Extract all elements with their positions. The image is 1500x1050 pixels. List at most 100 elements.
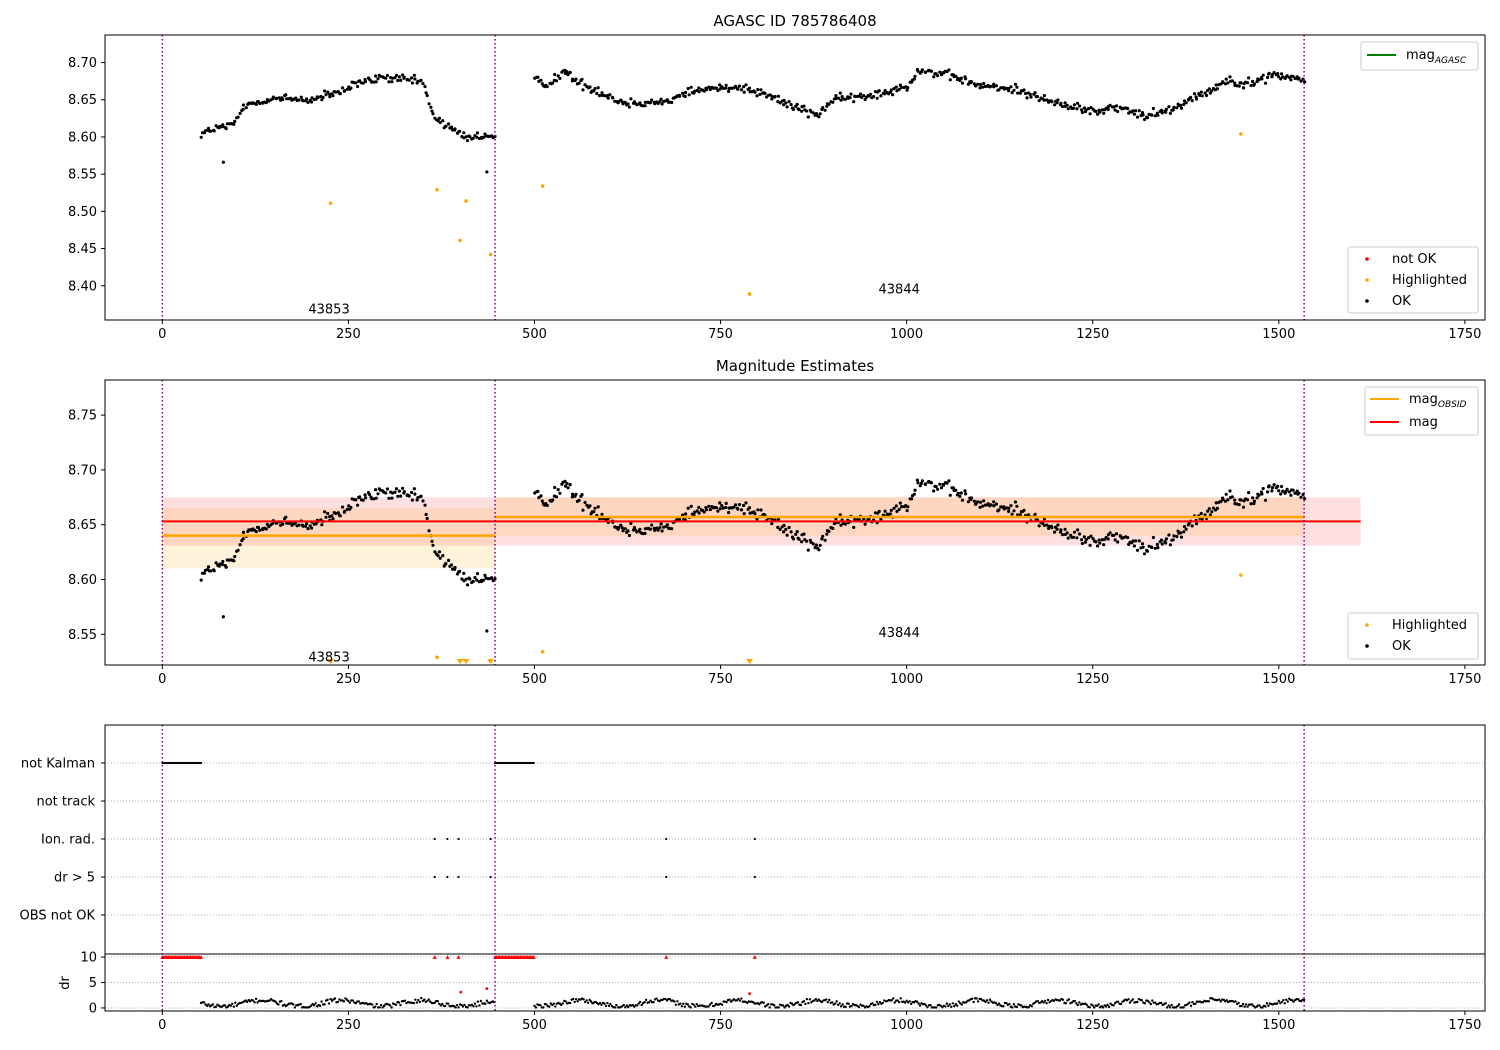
x-tick-label: 1500 bbox=[1262, 672, 1295, 687]
dr-point bbox=[640, 1003, 643, 1007]
ok-point bbox=[658, 525, 662, 530]
ok-point bbox=[638, 527, 642, 531]
ok-point bbox=[818, 543, 822, 548]
ok-point bbox=[431, 112, 435, 116]
ok-point bbox=[1016, 513, 1020, 517]
ok-point bbox=[387, 496, 391, 500]
dr-point bbox=[390, 1006, 393, 1009]
ok-point bbox=[1035, 94, 1039, 99]
x-tick-label: 1750 bbox=[1448, 672, 1481, 687]
ok-point bbox=[791, 107, 796, 111]
ok-point bbox=[1042, 94, 1046, 98]
ok-point bbox=[568, 70, 572, 75]
ok-point bbox=[212, 569, 216, 573]
ok-point bbox=[1263, 81, 1268, 85]
ok-point bbox=[1156, 546, 1160, 550]
ok-point bbox=[736, 507, 740, 511]
dr-point bbox=[1286, 1000, 1289, 1003]
highlighted-point bbox=[540, 650, 545, 654]
ok-point bbox=[1200, 94, 1204, 98]
ok-point bbox=[485, 170, 489, 174]
dr-point bbox=[475, 1005, 478, 1008]
ok-point bbox=[862, 94, 866, 98]
ok-point bbox=[727, 89, 731, 93]
ok-point bbox=[397, 75, 401, 79]
ok-point bbox=[1233, 498, 1237, 502]
ok-point bbox=[347, 504, 351, 508]
ok-point bbox=[1203, 91, 1207, 95]
ok-point bbox=[1106, 107, 1110, 112]
ok-point bbox=[795, 102, 799, 106]
dr-point bbox=[917, 1002, 920, 1005]
ok-point bbox=[390, 496, 394, 500]
ok-point bbox=[314, 522, 318, 526]
ok-point bbox=[923, 70, 928, 74]
ok-point bbox=[473, 576, 477, 580]
ok-point bbox=[732, 505, 736, 509]
ok-point bbox=[458, 129, 462, 133]
ok-point bbox=[285, 97, 289, 101]
ok-point bbox=[753, 90, 757, 94]
ok-point bbox=[820, 537, 824, 541]
ok-point bbox=[736, 87, 740, 91]
dr-point bbox=[561, 1002, 564, 1005]
dr-point bbox=[692, 1003, 695, 1007]
ok-point bbox=[966, 500, 971, 504]
ok-point bbox=[665, 523, 670, 527]
ok-point bbox=[1252, 82, 1256, 86]
ok-point bbox=[938, 482, 942, 486]
highlighted-point bbox=[488, 252, 493, 257]
dr-point bbox=[679, 1002, 682, 1005]
flag-point bbox=[433, 875, 436, 879]
ok-point bbox=[218, 562, 222, 566]
ok-point bbox=[659, 522, 663, 526]
dr-point bbox=[329, 997, 332, 1001]
ok-point bbox=[714, 86, 719, 90]
x-tick-label: 1000 bbox=[890, 327, 923, 342]
dr-point bbox=[417, 998, 420, 1002]
ok-point bbox=[811, 111, 815, 115]
ok-point bbox=[982, 81, 986, 86]
dr-point bbox=[941, 1006, 944, 1009]
ok-point bbox=[227, 122, 231, 126]
y-tick-label: 8.60 bbox=[68, 573, 97, 588]
dr-point bbox=[1296, 998, 1300, 1001]
dr-point bbox=[403, 999, 407, 1002]
ok-point bbox=[465, 583, 470, 587]
ok-point bbox=[1182, 525, 1187, 529]
dr-point bbox=[399, 1003, 402, 1007]
dr-point bbox=[988, 998, 992, 1001]
ok-point bbox=[900, 85, 904, 89]
dr-point bbox=[627, 1005, 630, 1009]
ok-point bbox=[972, 499, 976, 503]
ok-point bbox=[1065, 103, 1069, 107]
legend-marker-highlighted bbox=[1365, 623, 1369, 627]
ok-point bbox=[1089, 534, 1093, 538]
ok-point bbox=[1098, 110, 1102, 114]
dr-point bbox=[833, 1002, 837, 1005]
ok-point bbox=[429, 105, 433, 109]
ok-point bbox=[976, 500, 980, 504]
flag-point bbox=[489, 837, 492, 841]
ok-point bbox=[1276, 72, 1280, 76]
dr-point bbox=[908, 1000, 911, 1003]
ok-point bbox=[627, 533, 632, 538]
ok-point bbox=[1145, 549, 1150, 553]
ok-point bbox=[623, 527, 627, 531]
dr-capped-marker bbox=[445, 955, 450, 959]
ok-point bbox=[716, 509, 720, 513]
dr-point bbox=[571, 997, 575, 1001]
ok-point bbox=[1098, 541, 1102, 545]
ok-point bbox=[1080, 110, 1084, 115]
ok-point bbox=[423, 503, 427, 507]
ok-point bbox=[385, 73, 390, 78]
ok-point bbox=[823, 538, 827, 542]
ok-point bbox=[724, 505, 728, 510]
dr-point bbox=[813, 999, 816, 1002]
ok-point bbox=[1029, 95, 1033, 99]
dr-point bbox=[381, 1006, 384, 1009]
dr-point bbox=[548, 1005, 551, 1008]
ok-point bbox=[778, 101, 782, 105]
ok-point bbox=[1102, 543, 1106, 547]
ok-point bbox=[739, 88, 744, 92]
